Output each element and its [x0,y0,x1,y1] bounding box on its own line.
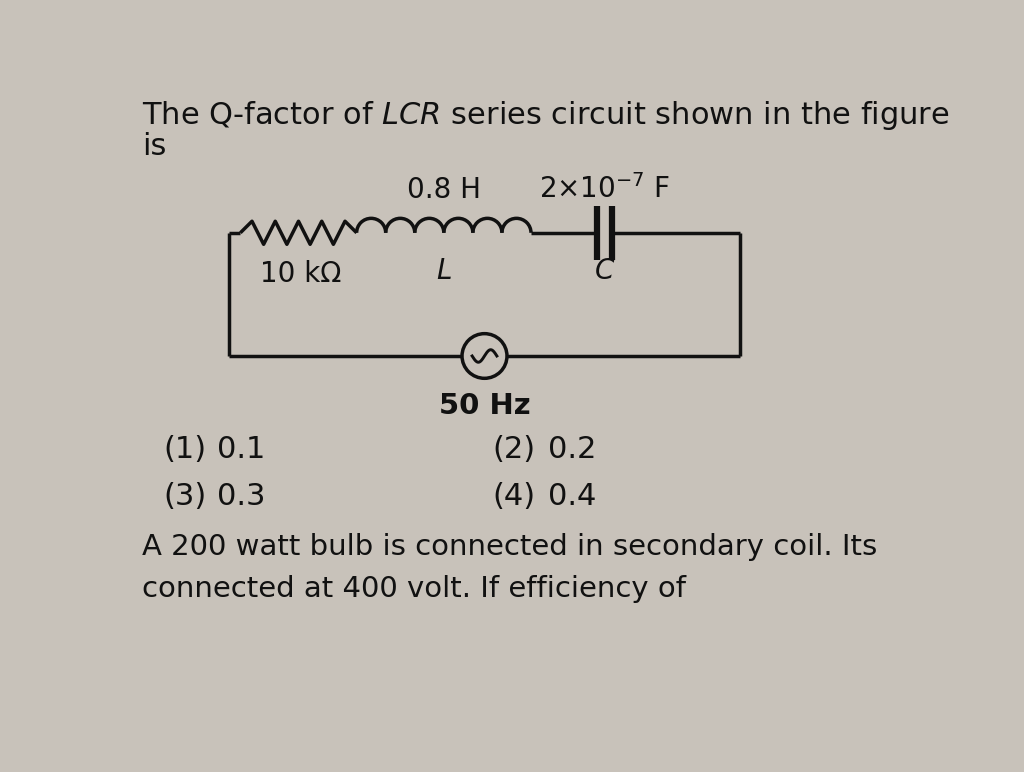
Text: 0.2: 0.2 [548,435,596,465]
Text: (4): (4) [493,482,536,510]
Text: 10 kΩ: 10 kΩ [260,259,341,288]
Text: 0.8 H: 0.8 H [407,175,481,204]
Text: A 200 watt bulb is connected in secondary coil. Its: A 200 watt bulb is connected in secondar… [142,533,878,561]
Text: 0.3: 0.3 [217,482,265,510]
Text: C: C [595,257,614,286]
Text: 50 Hz: 50 Hz [438,392,530,420]
Text: The Q-factor of $\it{LCR}$ series circuit shown in the figure: The Q-factor of $\it{LCR}$ series circui… [142,100,949,132]
Text: connected at 400 volt. If efficiency of: connected at 400 volt. If efficiency of [142,574,686,602]
Text: 0.1: 0.1 [217,435,265,465]
Text: L: L [436,257,452,286]
Text: $2{\times}10^{-7}\ \mathrm{F}$: $2{\times}10^{-7}\ \mathrm{F}$ [539,174,671,204]
Text: is: is [142,132,166,161]
Text: (2): (2) [493,435,536,465]
Text: 0.4: 0.4 [548,482,596,510]
Text: (1): (1) [163,435,206,465]
Text: (3): (3) [163,482,206,510]
